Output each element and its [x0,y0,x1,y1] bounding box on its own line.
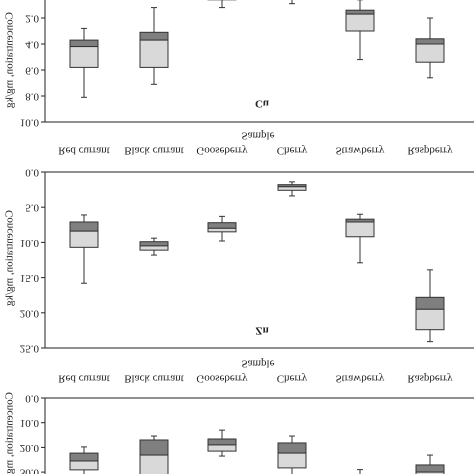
category-label: Gooseberry [196,144,248,156]
category-label: Cherry [277,372,308,384]
box-upper [69,46,99,68]
box-lower [415,296,445,310]
box-upper [207,444,237,452]
y-tick-label: 0.0 [25,166,39,178]
category-label: Black currant [124,372,184,384]
box-lower [345,9,375,15]
box-upper [415,308,445,331]
y-tick-label: 20.0 [20,442,40,454]
y-tick-label: 8.0 [25,90,39,102]
y-axis-label: Concentration, mg/kg [4,210,16,306]
y-tick-label: 6.0 [25,64,39,76]
category-label: Gooseberry [196,372,248,384]
y-axis-label: Concentration, mg/kg [4,12,16,108]
category-label: Red currant [58,372,110,384]
box-lower [415,38,445,45]
x-axis-label: Sample [242,129,275,141]
y-tick-label: 20.0 [20,307,40,319]
box-lower [139,439,169,456]
y-axis-label: Concentration, mg/kg [4,392,16,474]
category-label: Red currant [58,144,110,156]
box-upper [345,221,375,238]
box-lower [277,442,307,454]
box-upper [277,186,307,191]
box-upper [207,227,237,233]
box-lower [69,39,99,48]
box-lower [415,464,445,473]
y-tick-label: 4.0 [25,38,39,50]
box-lower [207,438,237,446]
y-tick-label: 10.0 [20,116,40,128]
category-label: Cherry [277,144,308,156]
category-label: Strawberry [336,144,385,156]
box-upper [139,39,169,68]
plot-frame [44,0,474,123]
box-upper [277,452,307,469]
box-upper [345,13,375,32]
box-upper [139,454,169,474]
panel-title: Zn [255,324,268,336]
y-tick-label: 2.0 [25,12,39,24]
y-tick-label: 10.0 [20,237,40,249]
box-upper [69,460,99,471]
plot-frame [44,397,474,474]
panel-title: Cu [255,97,269,109]
category-label: Black currant [124,144,184,156]
box-upper [139,245,169,251]
box-upper [415,471,445,474]
box-lower [139,31,169,41]
plot-frame [44,171,474,349]
y-tick-label: 15.0 [20,272,40,284]
y-tick-label: 5.0 [25,202,39,214]
box-lower [69,221,99,232]
category-label: Raspberry [407,144,453,156]
y-tick-label: 10.0 [20,417,40,429]
box-lower [139,241,169,247]
box-upper [69,230,99,248]
y-tick-label: 0.0 [25,392,39,404]
box-upper [415,43,445,63]
y-tick-label: 25.0 [20,342,40,354]
box-lower [69,452,99,462]
category-label: Raspberry [407,372,453,384]
x-axis-label: Sample [242,357,275,369]
category-label: Strawberry [336,372,385,384]
box-lower [207,222,237,229]
y-tick-label: 30.0 [20,467,40,474]
